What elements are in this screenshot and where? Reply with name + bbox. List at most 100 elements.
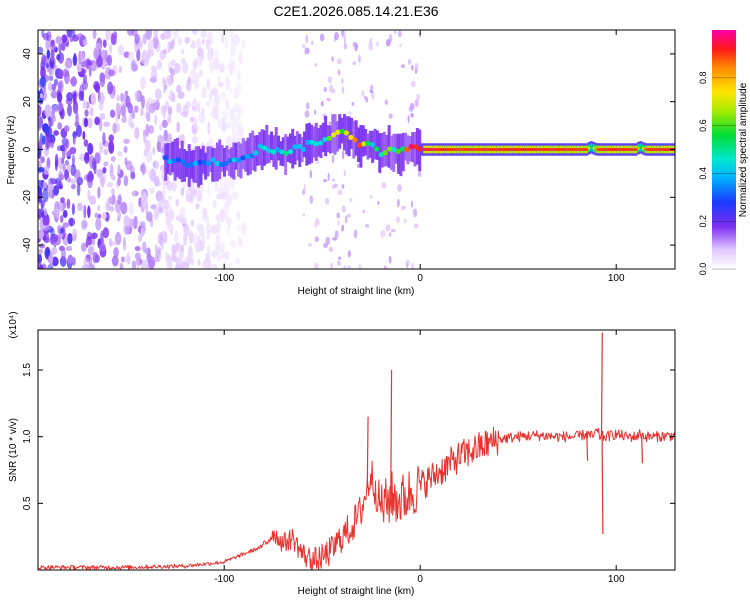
ridge-core	[437, 148, 440, 151]
noise-speckle	[111, 255, 119, 267]
colorbar-gradient	[712, 30, 736, 269]
ridge-core	[519, 148, 522, 151]
noise-speckle	[174, 63, 181, 74]
noise-speckle	[309, 195, 314, 204]
ridge-core	[630, 148, 633, 151]
noise-speckle	[76, 64, 82, 73]
noise-speckle	[38, 46, 44, 54]
noise-speckle	[233, 102, 240, 113]
ridge-blob	[261, 145, 268, 151]
noise-speckle	[82, 39, 88, 46]
noise-speckle	[103, 148, 109, 156]
colorbar-ticks: 0.0 0.2 0.4 0.6 0.8	[698, 72, 736, 276]
ridge-core	[442, 148, 445, 151]
noise-speckle	[111, 34, 117, 46]
ridge-blob	[218, 161, 225, 168]
noise-speckle	[341, 205, 346, 213]
noise-speckle	[108, 195, 116, 206]
noise-speckle	[160, 104, 165, 115]
noise-speckle	[170, 59, 176, 67]
ridge-core	[477, 148, 480, 151]
noise-speckle	[102, 39, 107, 48]
noise-speckle	[42, 213, 50, 227]
noise-speckle	[197, 259, 201, 266]
noise-speckle	[84, 109, 89, 117]
noise-speckle	[341, 77, 344, 85]
snr-ylabel: SNR (10 * v/v)	[8, 418, 19, 482]
noise-speckle	[302, 213, 306, 217]
noise-speckle	[60, 214, 64, 224]
noise-speckle	[63, 125, 70, 132]
ridge-blob	[309, 139, 315, 145]
noise-speckle	[105, 201, 111, 211]
ridge-core	[472, 148, 475, 151]
ridge-blob	[343, 130, 350, 136]
noise-speckle	[62, 210, 68, 218]
noise-speckle	[43, 208, 48, 216]
noise-speckle	[126, 30, 134, 36]
noise-speckle	[352, 42, 358, 48]
colorbar: 0.0 0.2 0.4 0.6 0.8 Normalized spectral ampl…	[698, 30, 749, 275]
noise-speckle	[190, 78, 196, 84]
noise-speckle	[38, 248, 44, 255]
noise-speckle	[66, 177, 72, 183]
ridge-halo	[288, 133, 292, 164]
noise-speckle	[64, 159, 70, 166]
noise-speckle	[95, 42, 102, 51]
noise-speckle	[238, 51, 243, 65]
ridge-core	[522, 148, 525, 151]
ridge-blob	[279, 149, 285, 155]
noise-speckle	[194, 76, 200, 91]
ridge-halo	[178, 148, 182, 179]
ridge-core	[493, 148, 497, 151]
snr-spike	[600, 332, 603, 437]
snr-frame	[37, 329, 676, 571]
noise-speckle	[198, 111, 206, 124]
noise-speckle	[51, 233, 59, 243]
ridge-core	[505, 148, 508, 151]
noise-speckle	[206, 78, 210, 91]
noise-speckle	[205, 252, 210, 260]
noise-speckle	[63, 143, 68, 152]
noise-speckle	[190, 68, 197, 79]
noise-speckle	[66, 150, 72, 156]
ridge-core	[444, 148, 447, 151]
noise-speckle	[167, 195, 172, 201]
colorbar-tick-label: 0.6	[698, 119, 708, 132]
noise-speckle	[411, 262, 415, 269]
noise-speckle	[76, 182, 81, 197]
ridge-blob	[300, 146, 306, 153]
noise-speckle	[38, 179, 43, 194]
noise-speckle	[237, 236, 243, 247]
noise-speckle	[225, 121, 232, 129]
noise-speckle	[190, 116, 195, 123]
ridge-halo	[171, 141, 175, 173]
noise-speckle	[200, 30, 207, 39]
colorbar-tick-label: 0.0	[698, 263, 708, 276]
noise-speckle	[381, 181, 387, 189]
noise-speckle	[67, 232, 73, 245]
noise-speckle	[59, 245, 65, 252]
noise-speckle	[46, 139, 51, 150]
noise-speckle	[53, 130, 59, 136]
noise-speckle	[174, 230, 179, 243]
noise-speckle	[336, 212, 340, 219]
noise-speckle	[180, 217, 187, 225]
noise-speckle	[180, 244, 184, 253]
noise-speckle	[351, 102, 355, 106]
noise-speckle	[83, 257, 90, 268]
snr-xlabel: Height of straight line (km)	[298, 586, 415, 597]
ridge-core	[482, 148, 485, 151]
ridge-core	[658, 148, 661, 151]
noise-speckle	[123, 175, 129, 187]
noise-speckle	[414, 63, 419, 71]
noise-speckle	[87, 60, 93, 66]
noise-speckle	[152, 102, 160, 111]
ridge-core	[458, 148, 461, 151]
noise-speckle	[141, 162, 146, 176]
noise-speckle	[66, 92, 74, 102]
noise-speckle	[343, 265, 347, 269]
noise-speckle	[361, 90, 365, 98]
noise-speckle	[164, 30, 172, 40]
noise-speckle	[152, 35, 159, 50]
